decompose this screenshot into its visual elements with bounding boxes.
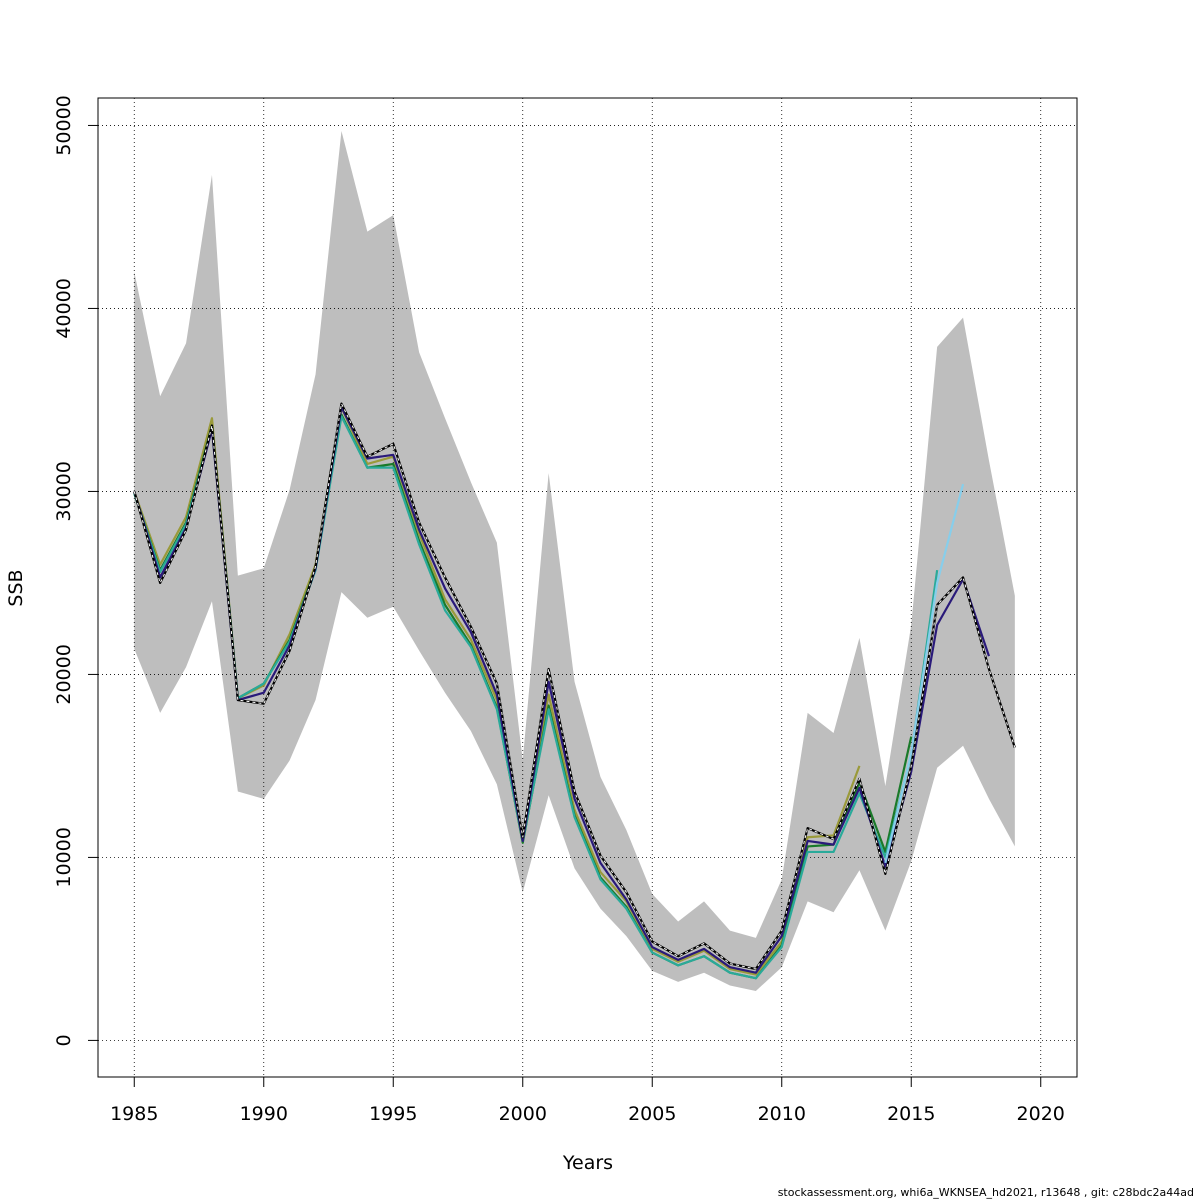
y-tick-label: 0 xyxy=(53,1034,75,1046)
y-tick-label: 40000 xyxy=(53,278,75,338)
x-tick-label: 2000 xyxy=(499,1103,547,1125)
confidence-band xyxy=(134,130,1015,991)
series-line-navy xyxy=(133,406,990,974)
series-line-teal xyxy=(133,415,939,980)
plot-frame xyxy=(97,97,1078,1078)
y-tick-label: 20000 xyxy=(53,644,75,704)
x-tick-label: 1995 xyxy=(369,1103,417,1125)
series-line-lightblue xyxy=(884,483,965,864)
confidence-band-layer xyxy=(134,130,1015,991)
x-tick-label: 1985 xyxy=(110,1103,158,1125)
x-axis-label: Years xyxy=(562,1152,613,1174)
x-tick-label: 2020 xyxy=(1017,1103,1065,1125)
series-layer xyxy=(133,401,1016,980)
x-tick-label: 1990 xyxy=(240,1103,288,1125)
footer-caption: stockassessment.org, whi6a_WKNSEA_hd2021… xyxy=(777,1186,1194,1199)
x-tick-label: 2010 xyxy=(758,1103,806,1125)
y-tick-label: 50000 xyxy=(53,95,75,155)
axis-layer: 1985 1990 1995 2000 2005 2010 2015 2020 0 10000 20… xyxy=(53,95,1065,1125)
y-tick-label: 30000 xyxy=(53,461,75,521)
series-line-base-dash xyxy=(133,401,1016,970)
y-axis-label: SSB xyxy=(5,569,27,606)
x-tick-label: 2015 xyxy=(887,1103,935,1125)
x-tick-label: 2005 xyxy=(628,1103,676,1125)
y-tick-label: 10000 xyxy=(53,827,75,887)
